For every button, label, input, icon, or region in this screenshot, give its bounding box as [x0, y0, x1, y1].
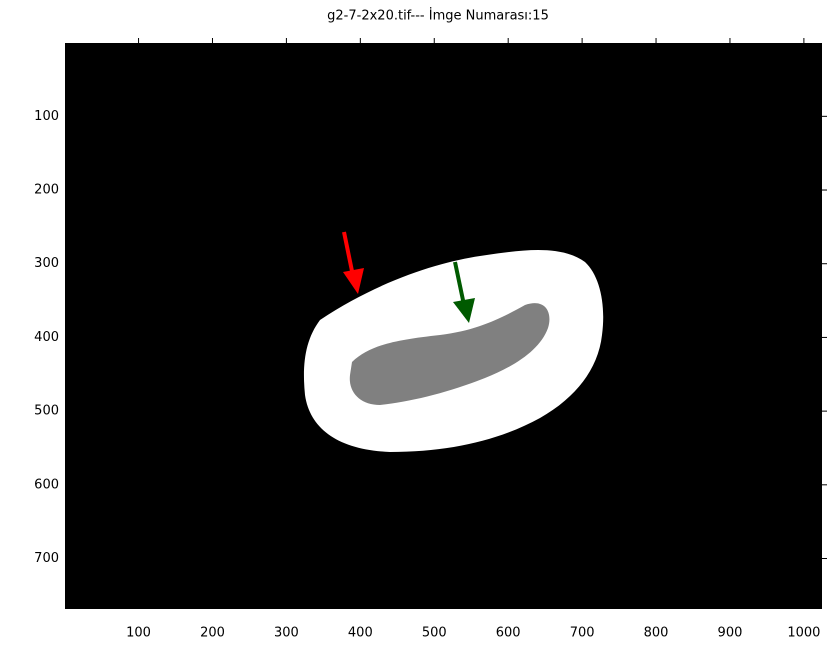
y-tick-label: 200	[34, 183, 59, 198]
x-tick-label: 200	[200, 626, 225, 641]
x-tick-label: 100	[126, 626, 151, 641]
y-tick-label: 300	[34, 256, 59, 271]
x-tick-label: 300	[274, 626, 299, 641]
x-tick-label: 1000	[787, 626, 820, 641]
chart-title: g2-7-2x20.tif--- İmge Numarası:15	[327, 8, 549, 24]
x-tick-label: 600	[496, 626, 521, 641]
figure: g2-7-2x20.tif--- İmge Numarası:15 100 200…	[0, 0, 828, 653]
y-tick-label: 400	[34, 330, 59, 345]
y-tick-label: 600	[34, 477, 59, 492]
y-tick-label: 100	[34, 109, 59, 124]
x-tick-label: 900	[718, 626, 743, 641]
x-tick-label: 500	[422, 626, 447, 641]
x-tick-label: 400	[348, 626, 373, 641]
y-tick-label: 700	[34, 551, 59, 566]
x-tick-label: 700	[570, 626, 595, 641]
x-tick-label: 800	[644, 626, 669, 641]
y-tick-label: 500	[34, 404, 59, 419]
